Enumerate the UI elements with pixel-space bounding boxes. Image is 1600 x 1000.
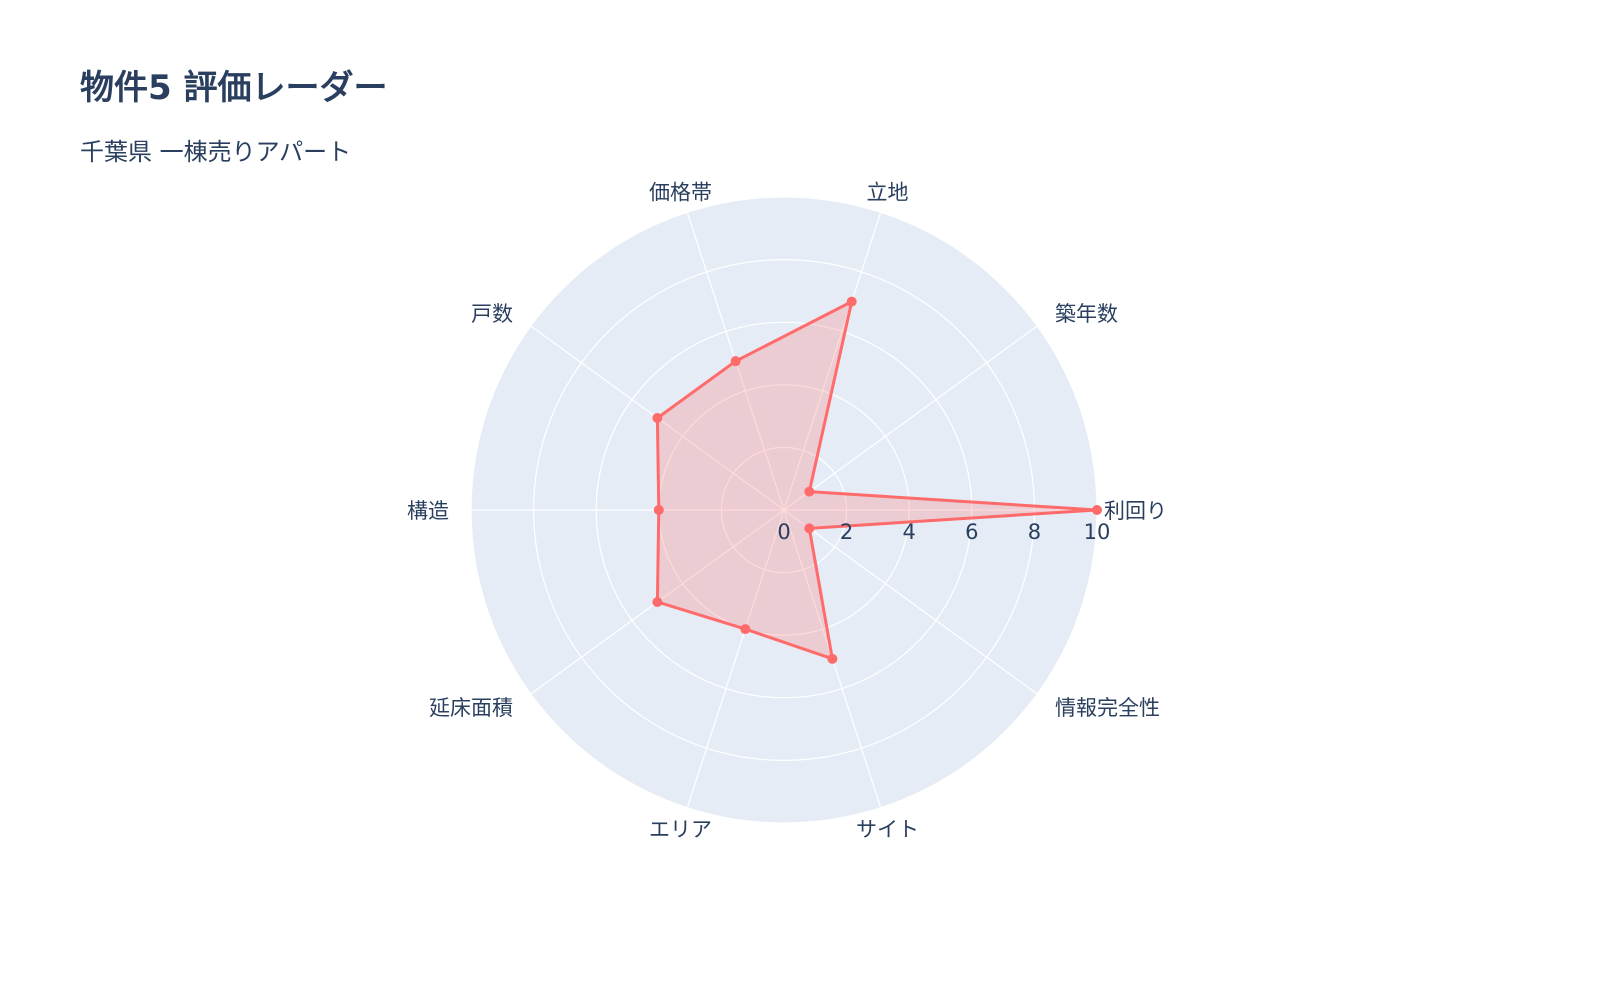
radial-tick-label: 0 (777, 520, 790, 544)
radial-tick-label: 6 (965, 520, 978, 544)
data-point (652, 413, 663, 424)
data-point (1092, 505, 1102, 515)
chart-title: 物件5 評価レーダー (80, 68, 388, 108)
data-point (804, 523, 815, 534)
radial-tick-label: 10 (1084, 520, 1111, 544)
grid-spoke (686, 509, 785, 808)
axis-label: 情報完全性 (1055, 696, 1160, 720)
data-point (730, 356, 741, 367)
radial-tick-label: 8 (1028, 520, 1041, 544)
grid-spoke (783, 509, 1038, 695)
data-point (846, 296, 857, 307)
axis-label: 戸数 (471, 302, 513, 326)
chart-subtitle: 千葉県 一棟売りアパート (80, 138, 352, 166)
data-point (804, 486, 815, 497)
radial-tick-label: 4 (903, 520, 916, 544)
radial-tick-label: 2 (840, 520, 853, 544)
grid-spoke (783, 212, 882, 511)
axis-label: 価格帯 (649, 180, 712, 204)
axis-label: 立地 (867, 180, 909, 204)
axis-label: 構造 (407, 499, 449, 523)
axis-label: 利回り (1104, 499, 1167, 523)
data-point (652, 596, 663, 607)
axis-label: サイト (856, 818, 919, 842)
grid-spoke (783, 325, 1038, 511)
data-point (653, 505, 664, 515)
data-point (827, 653, 838, 664)
data-point (740, 624, 751, 635)
axis-label: 延床面積 (429, 696, 513, 720)
axis-label: エリア (649, 818, 712, 842)
axis-label: 築年数 (1055, 302, 1118, 326)
